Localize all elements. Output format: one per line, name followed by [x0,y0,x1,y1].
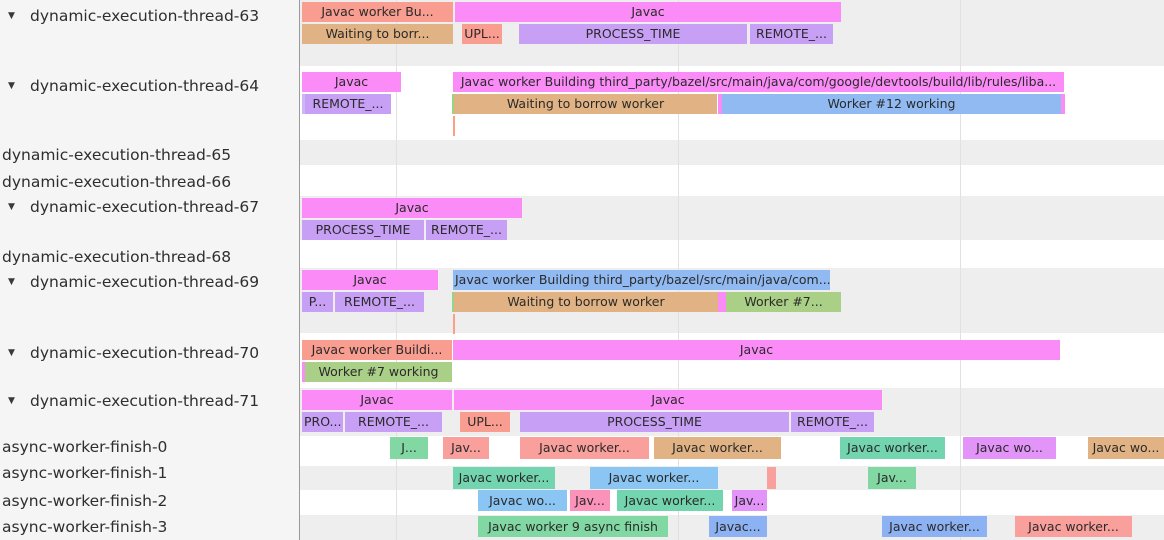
timeline-event-bar[interactable]: Javac [302,198,522,218]
timeline-event-bar[interactable]: Javac worker... [590,467,718,489]
timeline-event-bar[interactable]: Jav... [443,437,489,459]
timeline-event-bar[interactable]: REMOTE_... [305,94,391,114]
timeline-event-bar[interactable]: Javac [302,390,452,410]
sidebar-row-async-worker-finish-3[interactable]: async-worker-finish-3 [0,516,167,538]
collapse-arrow-icon[interactable]: ▼ [8,396,15,406]
timeline-event-bar[interactable]: Javac [302,270,438,290]
timeline-event-bar[interactable]: Javac worker... [654,437,781,459]
track-background [300,240,1164,268]
collapse-arrow-icon[interactable]: ▼ [8,81,15,91]
timeline-event-bar[interactable]: REMOTE_... [345,412,442,432]
timeline-event-bar[interactable]: Javac wo... [1088,437,1164,459]
timeline-event-bar[interactable]: Javac worker... [453,467,555,489]
thread-label: dynamic-execution-thread-66 [2,173,232,191]
timeline-event-bar[interactable]: UPL... [462,24,502,44]
timeline-event-bar[interactable]: Javac [302,72,401,92]
track-background [300,466,1164,490]
sidebar-row-dynamic-execution-thread-66[interactable]: dynamic-execution-thread-66 [0,171,231,193]
track-background [300,165,1164,196]
flow-event-tick [453,314,455,334]
thread-label: dynamic-execution-thread-71 [30,392,260,410]
timeline-event-sliver[interactable] [1061,94,1065,114]
timeline-event-bar[interactable]: Waiting to borr... [302,24,453,44]
timeline-event-bar[interactable]: Javac [453,340,1060,360]
timeline-event-sliver[interactable] [718,94,722,114]
timeline-event-bar[interactable]: PRO... [302,412,343,432]
timeline-event-bar[interactable]: Javac [455,2,841,22]
collapse-arrow-icon[interactable]: ▼ [8,202,15,212]
sidebar-row-async-worker-finish-1[interactable]: async-worker-finish-1 [0,462,167,484]
sidebar-row-async-worker-finish-2[interactable]: async-worker-finish-2 [0,490,167,512]
timeline-event-bar[interactable]: UPL... [460,412,510,432]
timeline-event-sliver[interactable] [767,467,776,489]
timeline-event-bar[interactable]: Javac worker... [617,490,723,511]
timeline-event-bar[interactable]: Javac worker Buildi... [302,340,452,360]
timeline-event-bar[interactable]: REMOTE_... [426,220,507,240]
timeline-event-bar[interactable]: Javac worker... [1015,516,1132,537]
timeline-event-bar[interactable]: Waiting to borrow worker [454,94,717,114]
track-background [300,140,1164,165]
timeline-event-bar[interactable]: REMOTE_... [791,412,874,432]
thread-label: dynamic-execution-thread-70 [30,344,260,362]
thread-label: dynamic-execution-thread-67 [30,198,260,216]
sidebar-row-dynamic-execution-thread-70[interactable]: ▼ dynamic-execution-thread-70 [0,342,259,364]
grid-line [960,0,961,540]
timeline-event-bar[interactable]: REMOTE_... [750,24,833,44]
sidebar-row-dynamic-execution-thread-69[interactable]: ▼ dynamic-execution-thread-69 [0,271,259,293]
thread-label: async-worker-finish-0 [2,438,168,456]
timeline-event-bar[interactable]: Worker #7 working [305,362,452,382]
timeline-event-bar[interactable]: PROCESS_TIME [520,412,789,432]
sidebar-row-dynamic-execution-thread-63[interactable]: ▼ dynamic-execution-thread-63 [0,5,259,27]
timeline-event-bar[interactable]: Jav... [570,490,610,511]
timeline-event-bar[interactable]: Jav... [732,490,767,511]
thread-label: dynamic-execution-thread-69 [30,273,260,291]
thread-label: async-worker-finish-1 [2,464,168,482]
timeline-event-bar[interactable]: Javac worker Building third_party/bazel/… [453,72,1064,92]
timeline-event-bar[interactable]: Javac worker 9 async finish [478,516,668,537]
timeline-event-bar[interactable]: J... [390,437,428,459]
timeline-event-bar[interactable]: PROCESS_TIME [302,220,424,240]
timeline-event-bar[interactable]: REMOTE_... [335,292,424,312]
sidebar-row-dynamic-execution-thread-68[interactable]: dynamic-execution-thread-68 [0,246,231,268]
thread-label: async-worker-finish-3 [2,518,168,536]
timeline-event-bar[interactable]: PROCESS_TIME [519,24,747,44]
sidebar-row-dynamic-execution-thread-67[interactable]: ▼ dynamic-execution-thread-67 [0,196,259,218]
timeline-event-bar[interactable]: Javac worker... [840,437,945,459]
timeline-event-bar[interactable]: Waiting to borrow worker [454,292,718,312]
timeline-event-bar[interactable]: Javac [454,390,882,410]
thread-label: dynamic-execution-thread-64 [30,77,260,95]
timeline-event-bar[interactable]: Javac worker... [520,437,649,459]
timeline-event-sliver[interactable] [302,94,306,114]
thread-label: async-worker-finish-2 [2,492,168,510]
sidebar-row-dynamic-execution-thread-64[interactable]: ▼ dynamic-execution-thread-64 [0,75,259,97]
timeline-event-bar[interactable]: Worker #7... [726,292,841,312]
timeline-event-bar[interactable]: Jav... [868,467,916,489]
sidebar-row-dynamic-execution-thread-71[interactable]: ▼ dynamic-execution-thread-71 [0,390,259,412]
timeline-event-bar[interactable]: Javac wo... [478,490,567,511]
timeline-event-bar[interactable]: Javac wo... [963,437,1056,459]
sidebar-row-dynamic-execution-thread-65[interactable]: dynamic-execution-thread-65 [0,144,231,166]
thread-label: dynamic-execution-thread-68 [2,248,232,266]
timeline-event-sliver[interactable] [718,292,726,312]
timeline-event-bar[interactable]: P... [302,292,333,312]
thread-label: dynamic-execution-thread-63 [30,7,260,25]
flow-event-tick [453,116,455,136]
timeline-event-sliver[interactable] [302,362,306,382]
timeline-event-bar[interactable]: Worker #12 working [722,94,1061,114]
timeline[interactable]: Javac worker Bu... Javac Waiting to borr..… [300,0,1164,540]
timeline-event-bar[interactable]: Javac worker Building third_party/bazel/… [453,270,830,290]
thread-label: dynamic-execution-thread-65 [2,146,232,164]
thread-sidebar: ▼ dynamic-execution-thread-63 ▼ dynamic-exe… [0,0,300,540]
timeline-event-bar[interactable]: Javac worker... [882,516,987,537]
collapse-arrow-icon[interactable]: ▼ [8,348,15,358]
collapse-arrow-icon[interactable]: ▼ [8,11,15,21]
timeline-event-bar[interactable]: Javac... [709,516,767,537]
sidebar-row-async-worker-finish-0[interactable]: async-worker-finish-0 [0,436,167,458]
timeline-event-bar[interactable]: Javac worker Bu... [302,2,453,22]
collapse-arrow-icon[interactable]: ▼ [8,277,15,287]
